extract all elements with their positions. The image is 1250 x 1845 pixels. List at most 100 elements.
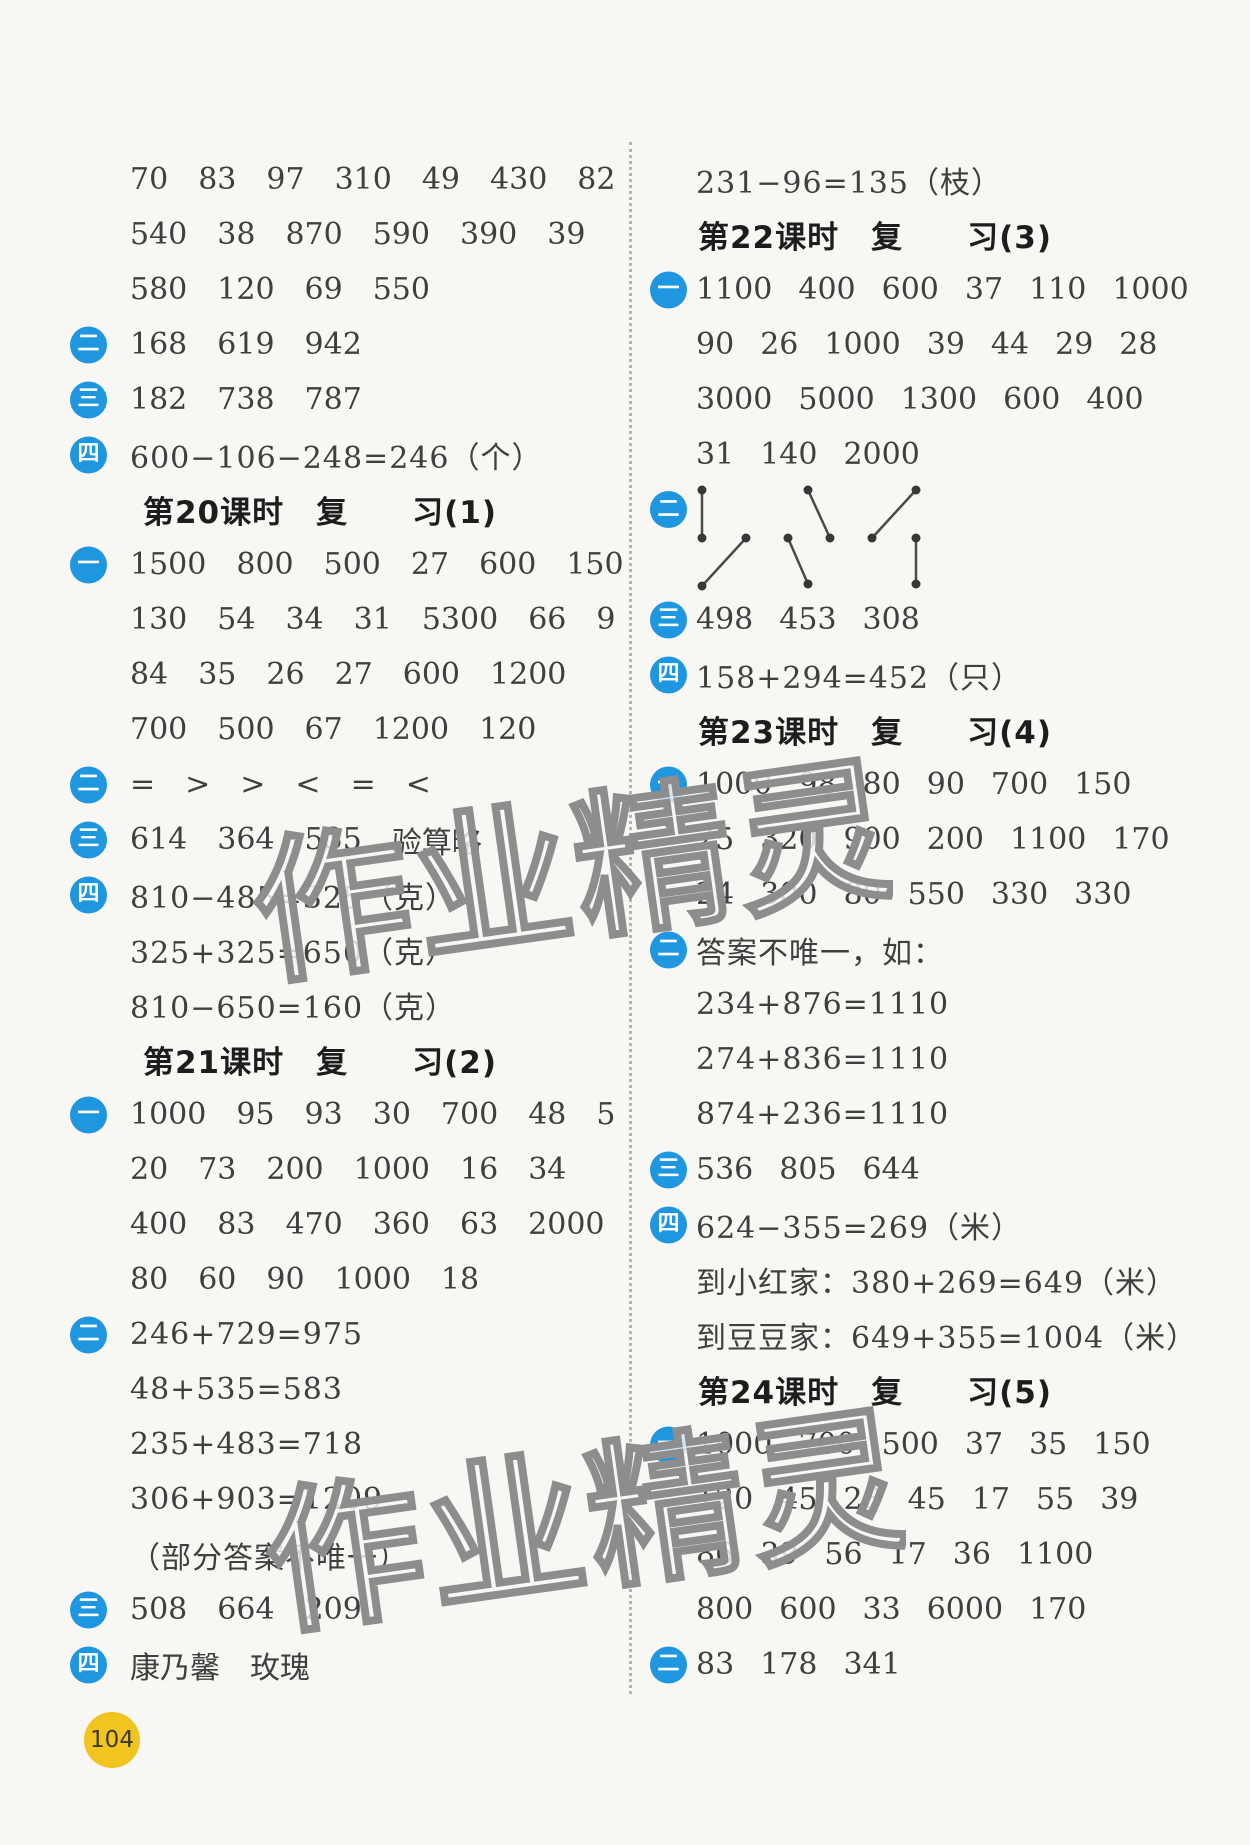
answer-value: 550 bbox=[372, 272, 430, 307]
answer-block: 四 624−355=269（米） bbox=[650, 1197, 1170, 1252]
answer-expression: 810−485=325（克） bbox=[130, 880, 457, 916]
answer-value: 300 bbox=[760, 877, 818, 912]
answer-value: 1000 bbox=[696, 767, 773, 802]
answer-value: 170 bbox=[1112, 822, 1170, 857]
answer-block: 274+836=1110 bbox=[650, 1032, 1170, 1087]
section-number-badge: 一 bbox=[650, 766, 687, 803]
answer-value: 787 bbox=[304, 382, 362, 417]
answer-value: 90 bbox=[696, 327, 735, 362]
answer-value: 498 bbox=[696, 602, 754, 637]
answer-value: 600 bbox=[779, 1592, 837, 1627]
answer-value: 500 bbox=[323, 547, 381, 582]
answer-value: 98 bbox=[798, 767, 837, 802]
answer-value: 24 bbox=[696, 877, 735, 912]
answer-value: 600 bbox=[479, 547, 537, 582]
answer-value: 600 bbox=[402, 657, 461, 692]
answer-value: 170 bbox=[1029, 1592, 1087, 1627]
answer-row: 1000 98 80 90 700 150 bbox=[696, 767, 1131, 802]
answer-value: 120 bbox=[217, 272, 275, 307]
section-number-badge: 一 bbox=[650, 271, 687, 308]
answer-block: 三 508 664 209 bbox=[62, 1582, 618, 1637]
answer-block: 80 60 90 1000 18 bbox=[62, 1252, 618, 1307]
lesson-heading-block: 第20课时 复 习(1) bbox=[62, 482, 618, 537]
section-number-badge: 三 bbox=[650, 601, 687, 638]
answer-block: 130 54 34 31 5300 66 9 bbox=[62, 592, 618, 647]
answer-value: 308 bbox=[862, 602, 920, 637]
answer-value: 3000 bbox=[696, 382, 773, 417]
answer-value: 37 bbox=[964, 272, 1004, 307]
lesson-heading-block: 第24课时 复 习(5) bbox=[650, 1362, 1170, 1417]
answer-row: 1100 400 600 37 110 1000 bbox=[696, 272, 1189, 307]
answer-value: 39 bbox=[926, 327, 965, 362]
answer-expression: 306+903=1209 bbox=[130, 1482, 384, 1517]
section-number-badge: 三 bbox=[70, 821, 107, 858]
answer-value: 80 bbox=[843, 877, 882, 912]
answer-value: 83 bbox=[217, 1207, 256, 1242]
answer-value: 310 bbox=[334, 162, 392, 197]
answer-expression: 答案不唯一，如： bbox=[696, 935, 944, 971]
answer-value: 31 bbox=[353, 602, 392, 637]
answer-expression: 48+535=583 bbox=[130, 1372, 343, 1407]
answer-value: 27 bbox=[334, 657, 373, 692]
answer-value: 600 bbox=[1003, 382, 1061, 417]
section-number-badge: 二 bbox=[70, 1316, 107, 1353]
answer-block: 一 1000 98 80 90 700 150 bbox=[650, 757, 1170, 812]
answer-block: 306+903=1209 bbox=[62, 1472, 618, 1527]
answer-row: 182 738 787 bbox=[130, 382, 362, 417]
section-number-badge: 二 bbox=[650, 1646, 687, 1683]
section-number-badge: 四 bbox=[70, 436, 107, 473]
answer-row: 536 805 644 bbox=[696, 1152, 920, 1187]
answer-value: 34 bbox=[285, 602, 324, 637]
answer-block: 20 73 200 1000 16 34 bbox=[62, 1142, 618, 1197]
answer-value: 6000 bbox=[926, 1592, 1004, 1627]
answer-value: 700 bbox=[990, 767, 1049, 802]
answer-value: 700 bbox=[798, 1427, 856, 1462]
answer-value: 5 bbox=[596, 1097, 616, 1132]
answer-block: 800 600 33 6000 170 bbox=[650, 1582, 1170, 1637]
answer-expression: 234+876=1110 bbox=[696, 987, 950, 1022]
answer-value: = bbox=[130, 767, 156, 802]
section-number-badge: 四 bbox=[650, 656, 687, 693]
answer-expression: 624−355=269（米） bbox=[696, 1210, 1023, 1246]
answer-value: 430 bbox=[490, 162, 548, 197]
answer-block: （部分答案不唯一） bbox=[62, 1527, 618, 1582]
answer-value: > bbox=[240, 767, 266, 802]
answer-value: 29 bbox=[1055, 327, 1094, 362]
answer-value: 178 bbox=[760, 1647, 818, 1682]
answer-value: 150 bbox=[566, 547, 624, 582]
answer-value: 738 bbox=[217, 382, 275, 417]
answer-value: 康乃馨 bbox=[130, 1650, 220, 1686]
answer-row: 800 600 33 6000 170 bbox=[696, 1592, 1086, 1627]
answer-value: 28 bbox=[843, 1482, 882, 1517]
left-answer-column: 70 83 97 310 49 430 82 540 38 870 590 390 39 580 120 69… bbox=[62, 152, 624, 1692]
answer-value: 1000 bbox=[824, 327, 901, 362]
answer-value: 664 bbox=[217, 1592, 275, 1627]
answer-value: 16 bbox=[460, 1152, 499, 1187]
answer-value: 35 bbox=[198, 657, 237, 692]
answer-value: 644 bbox=[862, 1152, 920, 1187]
answer-value: 120 bbox=[479, 712, 537, 747]
answer-value: 26 bbox=[760, 327, 799, 362]
answer-block: 84 35 26 27 600 1200 bbox=[62, 647, 618, 702]
answer-row: 康乃馨 玫瑰 bbox=[130, 1643, 310, 1687]
answer-value: 1000 bbox=[1112, 272, 1189, 307]
answer-value: 942 bbox=[304, 327, 362, 362]
lesson-heading: 第24课时 复 习(5) bbox=[697, 1375, 1053, 1411]
answer-value: 5000 bbox=[798, 382, 875, 417]
answer-row: 86 39 56 17 36 1100 bbox=[696, 1537, 1093, 1572]
answer-block: 四 810−485=325（克） bbox=[62, 867, 618, 922]
answer-value: 330 bbox=[1074, 877, 1132, 912]
answer-value: 18 bbox=[440, 1262, 480, 1297]
answer-value: 390 bbox=[459, 217, 518, 252]
answer-expression: 246+729=975 bbox=[130, 1317, 364, 1352]
answer-value: 30 bbox=[372, 1097, 411, 1132]
answer-value: 60 bbox=[198, 1262, 237, 1297]
answer-value: 580 bbox=[130, 272, 188, 307]
section-number-badge: 二 bbox=[650, 931, 687, 968]
answer-value: 590 bbox=[372, 217, 430, 252]
section-number-badge: 二 bbox=[70, 326, 107, 363]
section-number-badge: 四 bbox=[70, 1646, 107, 1683]
answer-value: < bbox=[405, 767, 431, 802]
lesson-heading: 第20课时 复 习(1) bbox=[142, 495, 498, 531]
answer-block: 874+236=1110 bbox=[650, 1087, 1170, 1142]
